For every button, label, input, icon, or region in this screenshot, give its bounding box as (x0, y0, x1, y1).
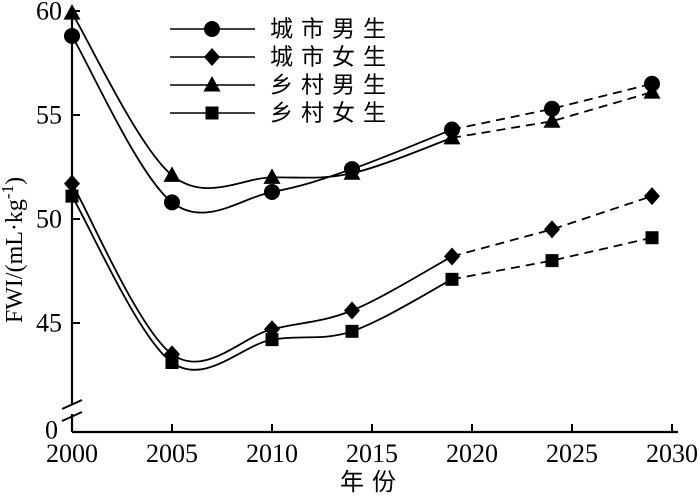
marker-rural-boys-2000 (63, 4, 81, 20)
y-axis-title: FWI/(mL·kg-1) (0, 177, 28, 323)
legend-label-urban-girls: 城市女生 (270, 45, 394, 70)
series-lines-group (71, 12, 653, 371)
y-axis-break-mark-upper (61, 399, 83, 410)
legend-marker-diamond-icon (204, 48, 220, 66)
marker-urban-girls-2014 (344, 301, 360, 320)
marker-rural-boys-2019 (443, 128, 461, 145)
x-tick-label-2005: 2005 (146, 439, 198, 468)
marker-urban-boys-2010 (264, 183, 280, 200)
marker-rural-girls-2014 (345, 324, 359, 338)
y-tick-label-55: 55 (36, 101, 62, 130)
legend-item-urban-girls: 城市女生 (170, 45, 394, 70)
series-urban-girls-predicted-line (451, 195, 653, 258)
marker-rural-girls-2005 (165, 356, 179, 370)
legend-item-rural-boys: 乡村男生 (170, 73, 394, 98)
series-rural-girls-predicted-line (451, 236, 653, 281)
x-tick-label-2010: 2010 (246, 439, 298, 468)
x-tick-label-2025: 2025 (546, 439, 598, 468)
x-tick-label-2020: 2020 (446, 439, 498, 468)
marker-rural-boys-2029 (643, 83, 661, 99)
marker-rural-girls-2010 (265, 333, 279, 347)
series-rural-boys-observed-line (71, 12, 453, 190)
marker-urban-boys-2024 (544, 100, 560, 117)
marker-urban-boys-2000 (64, 27, 80, 44)
y-axis-title-superscript: -1 (0, 185, 17, 199)
x-tick-label-2015: 2015 (346, 439, 398, 468)
series-urban-boys-observed-line (71, 35, 453, 214)
x-tick-label-2000: 2000 (46, 439, 98, 468)
marker-rural-boys-2014 (343, 164, 361, 180)
marker-rural-girls-2024 (545, 254, 559, 268)
x-tick-label-2030: 2030 (646, 439, 698, 468)
marker-rural-girls-2029 (645, 231, 659, 245)
marker-rural-boys-2024 (543, 112, 561, 128)
legend-marker-circle-icon (204, 21, 220, 37)
y-origin-label: 0 (45, 416, 58, 445)
series-urban-girls-observed-line (71, 183, 453, 363)
marker-rural-boys-2010 (263, 168, 281, 184)
legend-item-urban-boys: 城市男生 (170, 17, 394, 42)
legend-marker-triangle-icon (203, 76, 221, 92)
legend-marker-square-icon (205, 106, 219, 120)
legend-item-rural-girls: 乡村女生 (170, 101, 394, 126)
marker-rural-boys-2005 (163, 166, 181, 182)
ticks-group (72, 10, 673, 432)
marker-rural-girls-2019 (445, 272, 459, 286)
marker-urban-girls-2024 (544, 220, 560, 239)
series-rural-girls-observed-line (71, 195, 453, 371)
y-axis-title-base: FWI/(mL·kg (2, 199, 28, 323)
tick-labels-group: 2000 2005 2010 2015 2020 2025 2030 45 50 55 60 0 (36, 0, 698, 468)
y-tick-label-45: 45 (36, 309, 62, 338)
series-markers-group (63, 4, 661, 370)
marker-urban-boys-2005 (164, 194, 180, 211)
marker-rural-girls-2000 (65, 189, 79, 203)
series-urban-boys-predicted-line (451, 82, 653, 131)
x-axis-title: 年份 (340, 469, 404, 496)
legend-label-rural-boys: 乡村男生 (270, 73, 394, 98)
marker-urban-girls-2029 (644, 187, 660, 206)
marker-urban-girls-2019 (444, 247, 460, 266)
y-axis-break-mark-lower (61, 411, 83, 422)
y-tick-label-60: 60 (36, 0, 62, 26)
marker-urban-girls-2000 (64, 174, 80, 193)
y-axis-title-close: ) (2, 177, 28, 185)
legend-label-urban-boys: 城市男生 (270, 17, 394, 42)
y-tick-label-50: 50 (36, 205, 62, 234)
series-rural-boys-predicted-line (451, 91, 653, 139)
legend-label-rural-girls: 乡村女生 (270, 101, 394, 126)
